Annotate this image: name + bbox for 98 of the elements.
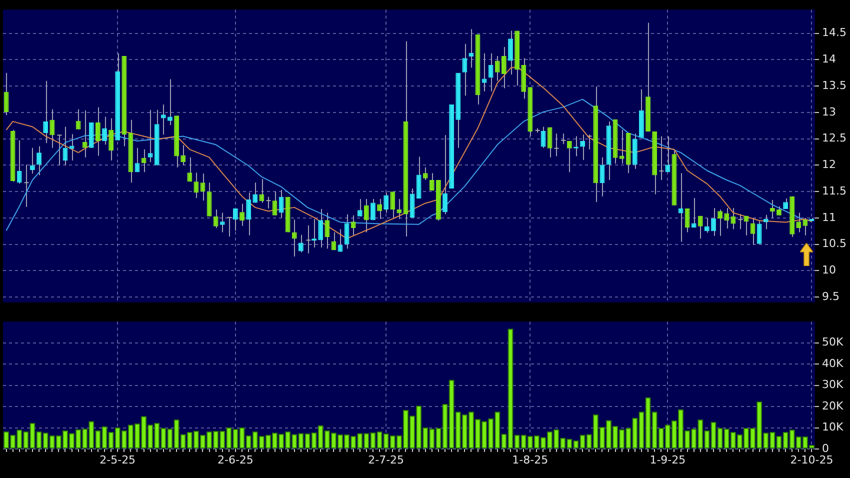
x-tick-label: 1-9-25: [650, 453, 686, 466]
candlestick: [704, 217, 710, 234]
candlestick: [36, 146, 42, 176]
y-tick-label: 10.5: [822, 237, 846, 250]
candlestick: [56, 134, 62, 166]
y-tick-label: 10K: [822, 420, 844, 434]
candlestick: [724, 207, 730, 230]
candlestick: [187, 156, 192, 182]
y-tick-label: 40K: [822, 356, 844, 370]
candlestick: [350, 214, 356, 236]
candlestick: [30, 147, 35, 174]
candlestick: [160, 104, 166, 136]
candlestick: [306, 224, 312, 254]
candlestick: [718, 209, 723, 236]
candlestick: [482, 52, 487, 92]
candlestick: [711, 207, 716, 236]
y-tick-label: 0: [822, 442, 829, 455]
candlestick: [364, 198, 369, 233]
y-tick-label: 12: [822, 158, 836, 172]
candlestick: [566, 140, 572, 173]
candlestick: [560, 133, 566, 145]
candlestick: [416, 156, 422, 199]
candlestick: [69, 134, 74, 161]
candlestick: [494, 56, 500, 82]
candlestick: [108, 118, 114, 161]
candlestick: [422, 166, 428, 181]
candlestick: [213, 209, 218, 229]
candlestick: [357, 198, 362, 217]
candlestick: [756, 220, 762, 244]
candlestick: [384, 192, 389, 214]
candlestick: [318, 208, 324, 248]
x-tick-label: 1-8-25: [512, 453, 548, 466]
x-tick-label: 2-6-25: [218, 453, 254, 466]
candlestick: [390, 191, 396, 220]
candlestick: [240, 203, 244, 226]
candlestick: [226, 216, 232, 237]
candlestick: [278, 190, 284, 218]
candlestick: [246, 192, 252, 236]
candlestick: [665, 136, 670, 173]
candlestick: [738, 214, 744, 230]
candlestick: [324, 212, 330, 250]
candlestick: [194, 172, 199, 198]
candlestick: [488, 52, 494, 92]
candlestick: [266, 196, 272, 209]
candlestick: [298, 234, 304, 253]
candlestick: [619, 129, 624, 164]
candlestick: [220, 212, 225, 233]
y-tick-label: 11: [822, 210, 836, 224]
y-tick-label: 10: [822, 264, 836, 277]
y-tick-label: 13.5: [822, 78, 846, 92]
candlestick: [377, 198, 382, 220]
candlestick: [102, 116, 107, 146]
candlestick: [148, 109, 153, 163]
x-tick-label: 2-5-25: [100, 453, 136, 466]
candlestick: [442, 134, 448, 215]
candlestick: [331, 232, 336, 251]
candlestick: [684, 208, 690, 233]
y-tick-label: 11.5: [822, 184, 846, 198]
candlestick: [16, 140, 22, 184]
y-tick-label: 13: [822, 105, 836, 118]
candlestick: [770, 200, 775, 218]
y-tick-label: 20K: [822, 399, 844, 412]
candlestick: [259, 178, 264, 204]
candlestick: [95, 106, 100, 156]
candlestick: [508, 30, 513, 75]
candlestick: [168, 78, 172, 126]
candlestick: [24, 164, 30, 208]
candlestick: [429, 172, 434, 192]
y-tick-label: 12.5: [822, 132, 846, 145]
y-tick-label: 14: [822, 52, 836, 66]
candlestick: [50, 108, 55, 148]
candlestick: [292, 219, 297, 257]
candlestick: [501, 46, 506, 89]
candlestick: [632, 133, 638, 170]
y-tick-label: 50K: [822, 336, 844, 349]
candlestick: [554, 133, 560, 157]
candlestick: [730, 207, 736, 230]
candlestick: [370, 198, 376, 221]
candlestick: [802, 217, 808, 236]
candlestick: [462, 43, 468, 96]
candlestick: [658, 136, 664, 181]
candlestick: [233, 208, 238, 232]
candlestick: [796, 212, 802, 233]
x-tick-label: 2-7-25: [368, 453, 404, 466]
candlestick: [396, 198, 402, 220]
y-tick-label: 30K: [822, 378, 844, 392]
y-tick-label: 14.5: [822, 26, 846, 40]
candlestick: [580, 134, 585, 160]
candlestick: [252, 182, 258, 204]
candlestick: [180, 144, 186, 166]
candlestick: [82, 110, 88, 158]
x-tick-label: 2-10-25: [790, 453, 834, 466]
y-tick-label: 9.5: [822, 290, 840, 303]
candlestick: [43, 80, 48, 144]
candlestick: [698, 215, 703, 240]
candlestick: [76, 108, 81, 130]
candlestick: [600, 156, 605, 197]
candlestick: [691, 197, 696, 228]
